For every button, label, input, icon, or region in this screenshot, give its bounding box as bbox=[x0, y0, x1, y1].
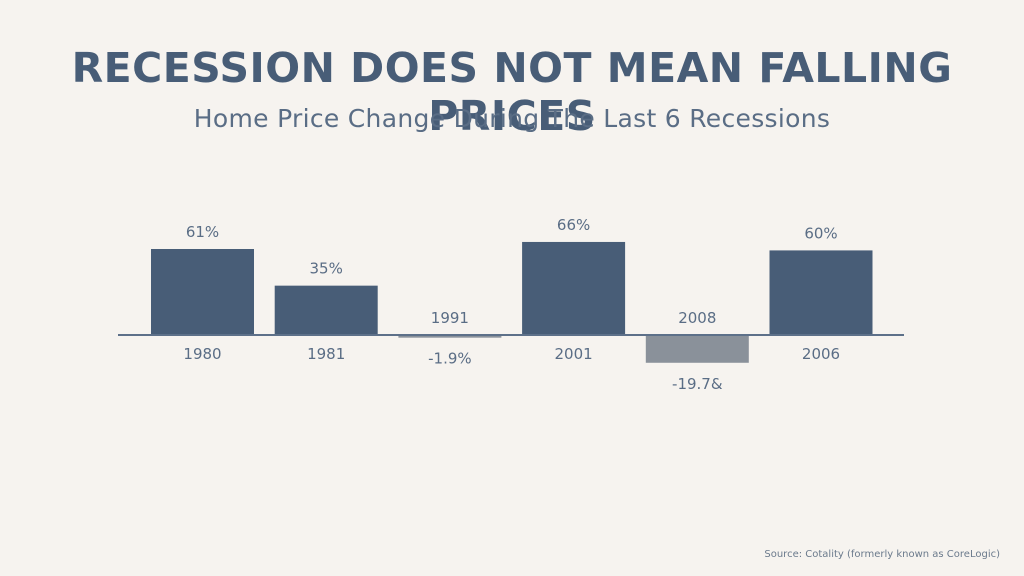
category-label-1980: 1980 bbox=[183, 345, 221, 363]
bar-1981 bbox=[274, 285, 378, 335]
category-label-1981: 1981 bbox=[307, 345, 345, 363]
source-note: Source: Cotality (formerly known as Core… bbox=[764, 549, 1000, 560]
category-label-2006: 2006 bbox=[802, 345, 840, 363]
bar-1991 bbox=[398, 335, 502, 338]
chart-subtitle: Home Price Change During The Last 6 Rece… bbox=[193, 104, 831, 133]
bar-2001 bbox=[522, 241, 626, 335]
value-label-1991: -1.9% bbox=[428, 350, 472, 368]
value-label-2001: 66% bbox=[557, 216, 590, 234]
bar-1980 bbox=[151, 249, 254, 335]
category-label-2001: 2001 bbox=[555, 345, 593, 363]
bar-2006 bbox=[769, 250, 873, 335]
value-label-1981: 35% bbox=[310, 260, 343, 278]
bar-2008 bbox=[645, 335, 749, 363]
value-label-2008: -19.7& bbox=[672, 375, 723, 393]
category-label-2008: 2008 bbox=[678, 309, 716, 327]
category-label-1991: 1991 bbox=[431, 309, 469, 327]
value-label-2006: 60% bbox=[804, 224, 837, 242]
chart-title: RECESSION DOES NOT MEAN FALLING PRICES bbox=[71, 44, 953, 140]
value-label-1980: 61% bbox=[186, 223, 219, 241]
